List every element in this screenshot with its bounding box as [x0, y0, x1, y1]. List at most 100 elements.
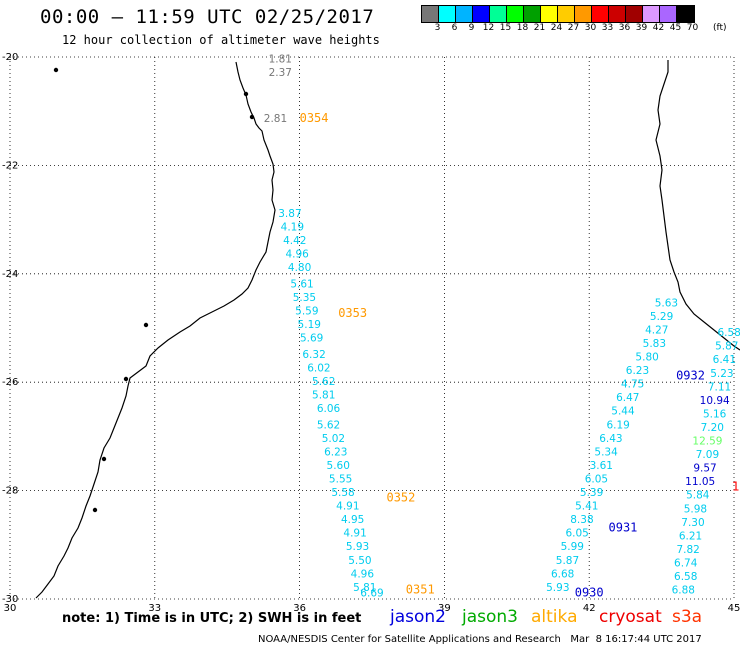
wave-height-label: 9.57 [693, 463, 716, 475]
wave-height-label: 6.58 [674, 571, 697, 583]
lon-tick-label: 42 [583, 603, 596, 614]
scale-label: 6 [451, 23, 458, 33]
wave-height-label: 5.62 [317, 419, 340, 431]
color-scale-unit: (ft) [713, 23, 727, 33]
wave-height-label: 5.69 [300, 333, 323, 345]
wave-height-label: 5.87 [556, 555, 579, 567]
satellite-jason2: jason2 [390, 607, 446, 627]
footer-credit: NOAA/NESDIS Center for Satellite Applica… [258, 634, 702, 645]
scale-swatch [439, 6, 456, 22]
wave-height-label: 6.32 [302, 349, 325, 361]
scale-swatch [507, 6, 524, 22]
wave-height-label: 7.30 [681, 517, 704, 529]
islands [53, 67, 255, 513]
wave-height-label: 5.60 [327, 460, 350, 472]
wave-height-label: 5.02 [322, 433, 345, 445]
wave-height-label: 4.95 [341, 514, 364, 526]
scale-label: 33 [601, 23, 614, 33]
track-time-label: 0353 [338, 306, 367, 320]
island [249, 114, 255, 120]
wave-height-label: 12.59 [692, 436, 722, 448]
wave-height-label: 4.96 [351, 568, 375, 580]
scale-swatch [558, 6, 575, 22]
madagascar-coastline [655, 60, 740, 351]
wave-height-label: 3.87 [278, 208, 301, 220]
wave-height-label: 6.69 [360, 587, 383, 599]
wave-height-label: 7.20 [701, 422, 724, 434]
scale-label: 21 [533, 23, 546, 33]
wave-height-label: 5.61 [290, 278, 313, 290]
wave-height-label: 6.06 [317, 403, 341, 415]
axis-labels: 30 33 36 39 42 45 -20 -22 -24 -26 -28 -30 [2, 52, 740, 614]
scale-swatch [473, 6, 490, 22]
wave-height-label: 6.41 [713, 354, 736, 366]
wave-height-label: 5.41 [575, 501, 598, 513]
track-time-label: 0354 [300, 111, 329, 125]
wave-height-label: 7.09 [696, 449, 719, 461]
island [101, 456, 107, 462]
wave-height-label: 5.44 [611, 406, 635, 418]
map-title: 00:00 – 11:59 UTC 02/25/2017 [40, 6, 375, 28]
scale-label: 24 [550, 23, 563, 33]
wave-height-label: 5.84 [686, 490, 710, 502]
scale-swatch [592, 6, 609, 22]
africa-coastline [35, 61, 276, 599]
wave-height-label: 5.58 [331, 487, 354, 499]
lon-tick-label: 30 [4, 603, 17, 614]
scale-label: 3 [434, 23, 441, 33]
wave-height-label: 4.42 [283, 235, 306, 247]
wave-height-label: 5.93 [546, 582, 569, 594]
wave-height-label: 6.19 [606, 419, 629, 431]
island [143, 322, 149, 328]
scale-swatch [490, 6, 507, 22]
wave-height-label: 5.93 [346, 541, 369, 553]
wave-height-label: 5.98 [684, 503, 707, 515]
island [53, 67, 59, 73]
track-time-label: 0931 [609, 520, 638, 534]
wave-height-label: 2.81 [264, 113, 287, 125]
wave-height-label: 5.39 [580, 487, 603, 499]
wave-height-label: 7.82 [676, 544, 699, 556]
scale-swatch [541, 6, 558, 22]
scale-label: 39 [635, 23, 648, 33]
scale-label: 45 [669, 23, 682, 33]
satellite-jason3: jason3 [462, 607, 518, 627]
wave-height-label: 11.05 [685, 476, 715, 488]
scale-swatch [609, 6, 626, 22]
wave-height-label: 5.81 [353, 582, 376, 594]
satellite-altika: altika [531, 607, 578, 627]
scale-swatch [575, 6, 592, 22]
wave-height-label: 5.35 [293, 292, 316, 304]
track-time-label: 0930 [575, 585, 604, 599]
track-time-label: 0351 [406, 583, 435, 597]
wave-height-label: 5.29 [650, 311, 673, 323]
island [92, 507, 98, 513]
wave-height-label: 6.47 [616, 392, 639, 404]
satellite-cryosat: cryosat [599, 607, 662, 627]
map-grid [9, 56, 735, 600]
scale-label: 12 [482, 23, 495, 33]
scale-label: 9 [468, 23, 475, 33]
wave-height-label: 6.58 [717, 327, 740, 339]
wave-height-label: 5.87 [715, 341, 738, 353]
wave-height-label: 4.91 [336, 501, 359, 513]
wave-height-label: 5.55 [329, 473, 352, 485]
wave-height-label: 5.99 [561, 541, 584, 553]
scale-swatch [626, 6, 643, 22]
wave-height-label: 4.19 [281, 221, 304, 233]
wave-height-label: 5.16 [703, 408, 727, 420]
wave-height-label: 3.61 [590, 460, 613, 472]
wave-height-label: 6.05 [565, 528, 588, 540]
scale-label: 70 [686, 23, 699, 33]
wave-height-label: 4.27 [645, 324, 668, 336]
wave-height-label: 5.81 [312, 389, 335, 401]
scale-swatch [660, 6, 677, 22]
scale-swatch [524, 6, 541, 22]
scale-label: 27 [567, 23, 580, 33]
wave-height-label: 6.02 [307, 362, 330, 374]
wave-height-label: 6.68 [551, 568, 574, 580]
scale-label: 36 [618, 23, 631, 33]
wave-height-label: 2.37 [269, 67, 292, 79]
color-scale-legend [421, 5, 695, 23]
